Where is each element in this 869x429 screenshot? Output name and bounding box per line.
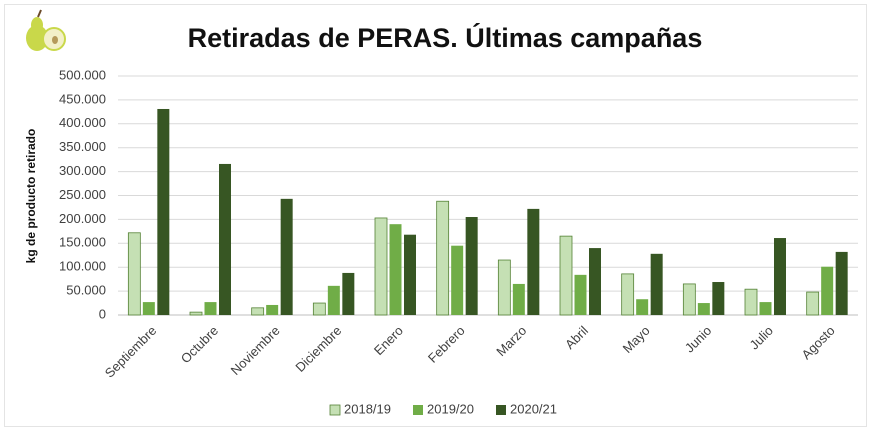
- x-tick-label: Julio: [747, 323, 777, 353]
- bar: [806, 291, 820, 316]
- bar: [774, 238, 786, 315]
- bar: [312, 302, 326, 316]
- y-tick-label: 300.000: [59, 163, 106, 178]
- y-tick-label: 50.000: [66, 283, 106, 298]
- bar: [712, 282, 725, 315]
- x-tick-label: Noviembre: [228, 323, 283, 378]
- x-tick-label: Agosto: [798, 323, 837, 362]
- y-tick-label: 400.000: [59, 115, 106, 130]
- x-tick-label: Septiembre: [102, 323, 160, 381]
- x-tick-label: Abril: [562, 323, 591, 352]
- bar: [697, 303, 710, 315]
- bar: [219, 163, 231, 315]
- bar: [280, 198, 293, 315]
- bar: [266, 304, 279, 315]
- bar: [650, 253, 663, 315]
- bar: [436, 200, 450, 316]
- bar: [821, 266, 834, 315]
- bar: [682, 283, 696, 316]
- bar: [389, 224, 402, 315]
- bar: [574, 274, 587, 315]
- bar: [589, 248, 601, 315]
- bar: [404, 234, 416, 315]
- legend-label: 2019/20: [427, 401, 474, 416]
- bar: [636, 299, 649, 315]
- bar: [204, 302, 217, 315]
- bar: [157, 108, 170, 316]
- bar: [835, 251, 848, 315]
- x-tick-label: Octubre: [178, 323, 221, 366]
- legend-swatch: [496, 405, 506, 415]
- bar: [621, 273, 635, 316]
- bar: [374, 217, 388, 316]
- legend-label: 2020/21: [510, 401, 557, 416]
- bar: [451, 245, 464, 315]
- x-tick-label: Febrero: [425, 323, 468, 366]
- bar: [497, 259, 511, 316]
- y-tick-label: 450.000: [59, 91, 106, 106]
- bar: [142, 302, 155, 315]
- y-tick-label: 100.000: [59, 259, 106, 274]
- bar: [251, 307, 265, 316]
- bar: [465, 217, 478, 315]
- bar: [512, 283, 525, 315]
- pear-icon: [26, 9, 66, 51]
- bar: [189, 311, 203, 316]
- y-tick-label: 150.000: [59, 235, 106, 250]
- bar: [327, 285, 340, 315]
- bar: [759, 302, 772, 315]
- bar: [744, 288, 758, 316]
- x-tick-label: Diciembre: [292, 323, 344, 375]
- x-tick-label: Marzo: [493, 323, 529, 359]
- bar: [527, 208, 540, 315]
- x-tick-label: Enero: [371, 323, 406, 358]
- y-tick-label: 250.000: [59, 187, 106, 202]
- chart-frame: [4, 4, 867, 427]
- y-tick-label: 0: [99, 306, 106, 321]
- y-tick-label: 350.000: [59, 139, 106, 154]
- y-tick-label: 200.000: [59, 211, 106, 226]
- bar: [127, 232, 141, 316]
- legend-swatch: [329, 404, 341, 416]
- y-axis-label: kg de producto retirado: [24, 129, 38, 264]
- legend-label: 2018/19: [344, 401, 391, 416]
- legend-swatch: [413, 405, 423, 415]
- chart-title: Retiradas de PERAS. Últimas campañas: [188, 22, 703, 53]
- x-tick-label: Junio: [682, 323, 715, 356]
- y-tick-label: 500.000: [59, 67, 106, 82]
- x-tick-label: Mayo: [620, 323, 653, 356]
- bar: [559, 235, 573, 316]
- bar: [342, 272, 355, 315]
